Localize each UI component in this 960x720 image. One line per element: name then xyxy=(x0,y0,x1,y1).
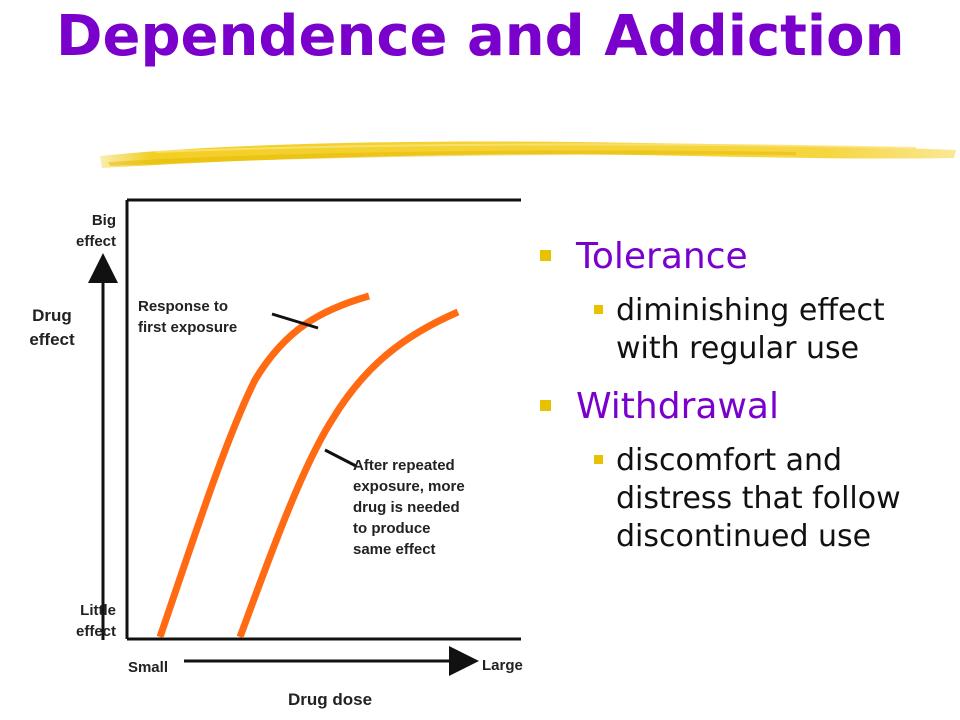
bullet-label: Withdrawal xyxy=(576,386,779,427)
x-axis-left-label: Small xyxy=(127,659,168,676)
x-axis-title: Drug dose xyxy=(287,690,373,709)
square-bullet-icon xyxy=(540,400,551,411)
leader-repeated-exposure xyxy=(324,448,357,468)
square-bullet-icon xyxy=(540,250,551,261)
sub-bullet-withdrawal: discomfort and distress that follow disc… xyxy=(540,442,950,556)
bullet-label: Tolerance xyxy=(576,236,748,277)
y-axis-top-label: Big effect xyxy=(75,212,116,250)
bullet-list: Tolerance diminishing effect with regula… xyxy=(540,232,950,570)
curve-first-exposure xyxy=(156,292,370,639)
slide-title-text: Dependence and Addiction xyxy=(56,4,905,69)
bullet-withdrawal: Withdrawal xyxy=(540,382,950,432)
annotation-first-exposure: Response to first exposure xyxy=(138,298,238,336)
sub-bullet-tolerance: diminishing effect with regular use xyxy=(540,292,950,368)
slide-title: Dependence and Addiction xyxy=(56,0,904,74)
y-axis-bottom-label: Little effect xyxy=(75,602,116,640)
square-bullet-icon xyxy=(594,305,603,314)
sub-bullet-text: discomfort and distress that follow disc… xyxy=(616,443,901,554)
y-axis-title: Drug effect xyxy=(29,306,75,349)
square-bullet-icon xyxy=(594,455,603,464)
bullet-tolerance: Tolerance xyxy=(540,232,950,282)
brush-stroke-decoration xyxy=(100,141,956,168)
annotation-repeated-exposure: After repeated exposure, more drug is ne… xyxy=(353,457,465,558)
x-axis-right-label: Large xyxy=(482,657,523,674)
sub-bullet-text: diminishing effect with regular use xyxy=(616,293,885,366)
